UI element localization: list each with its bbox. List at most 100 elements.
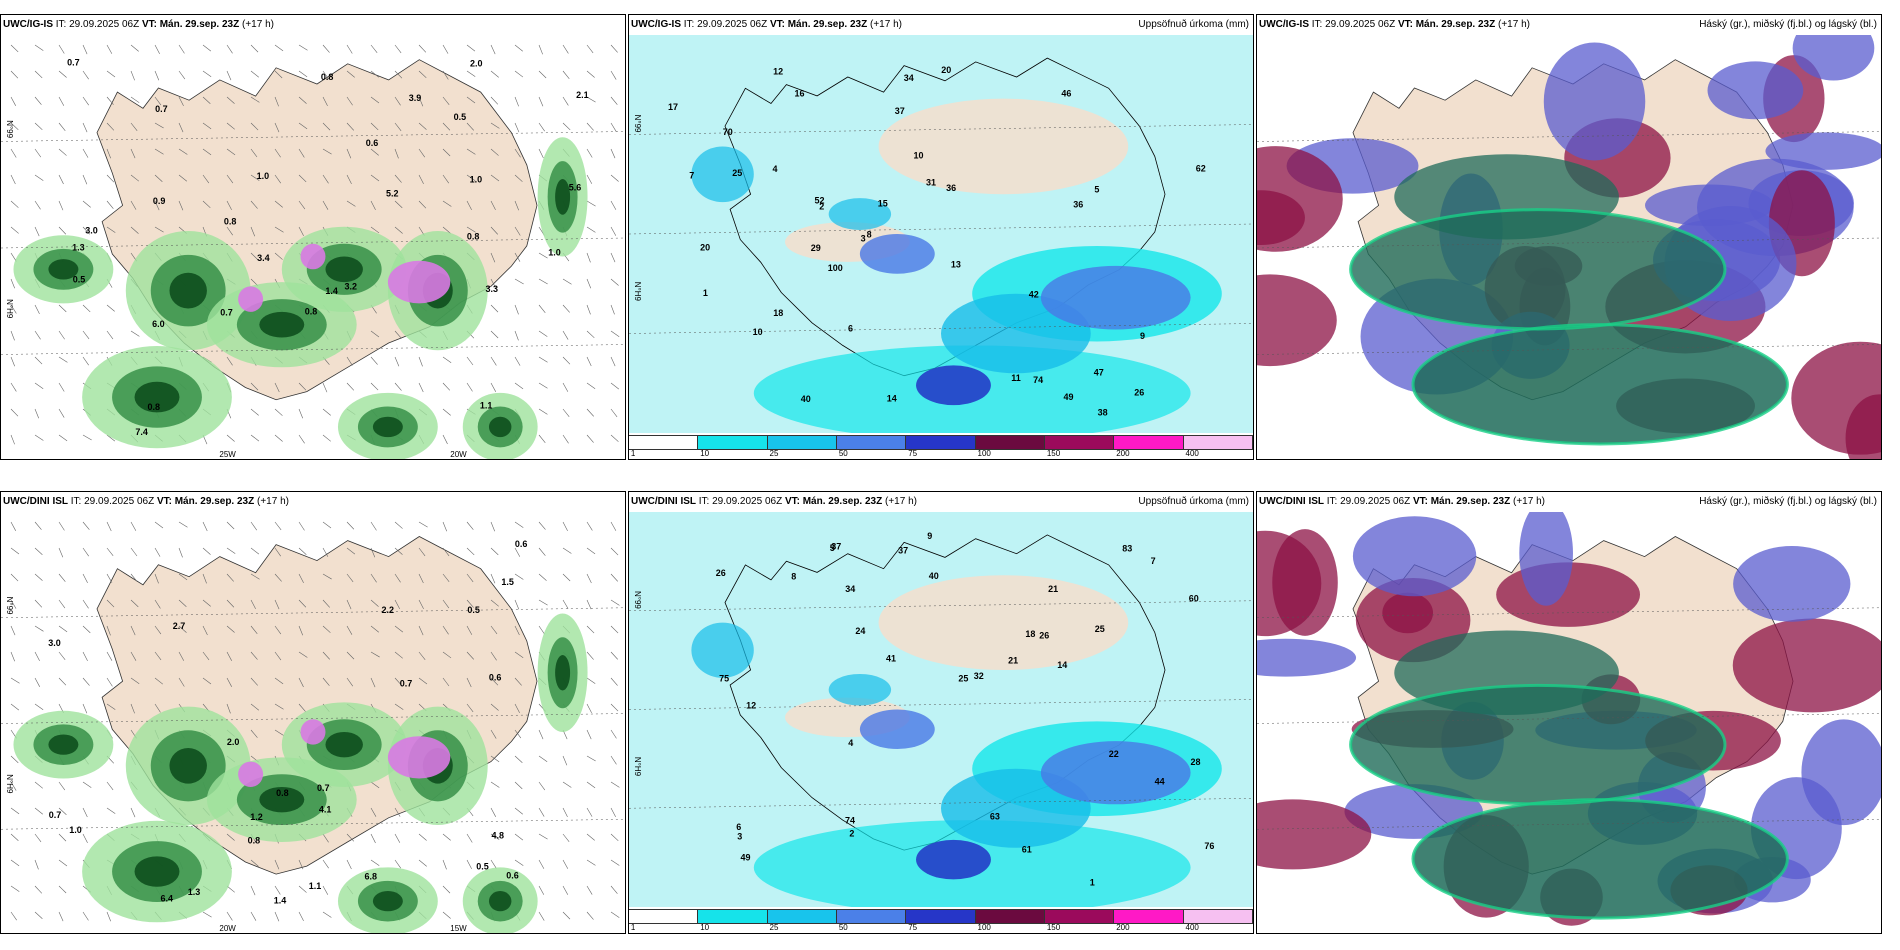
value-label: 2 [819, 201, 824, 211]
value-label: 5 [830, 543, 835, 553]
graticule-line [1, 131, 625, 142]
value-label: 6 [848, 324, 853, 334]
colorbar-tick: 25 [769, 449, 779, 458]
value-label: 2 [849, 829, 854, 839]
map-canvas[interactable]: 1011132016121415183637264642208103147257… [629, 35, 1253, 433]
value-label: 0.7 [317, 783, 330, 793]
value-label: 1.0 [548, 248, 561, 258]
colorbar-swatch [1044, 436, 1115, 449]
colorbar-tick: 100 [977, 449, 991, 458]
value-label: 0.7 [49, 810, 62, 820]
field-blob [259, 311, 305, 338]
value-label: 0.8 [276, 788, 289, 798]
field-blob [859, 709, 935, 749]
cloud-cover [1792, 35, 1875, 81]
colorbar-tick: 400 [1185, 923, 1199, 932]
panel-header: UWC/DINI ISL IT: 29.09.2025 06Z VT: Mán.… [1257, 492, 1881, 512]
low-cloud-edge [1411, 798, 1789, 920]
value-label: 20 [941, 65, 951, 75]
colorbar-tick: 50 [838, 923, 848, 932]
value-label: 0.8 [467, 231, 480, 241]
colorbar-swatch [1044, 910, 1115, 923]
field-title: Háský (gr.), miðský (fj.bl.) og lágský (… [1699, 496, 1877, 507]
cloud-cover [1707, 61, 1804, 120]
value-label: 8 [867, 230, 872, 240]
heavy-precip [387, 260, 451, 304]
field-blob [488, 891, 512, 912]
map-canvas[interactable] [1257, 512, 1881, 934]
cloud-cover [1845, 394, 1881, 459]
field-title: Uppsöfnuð úrkoma (mm) [1138, 496, 1249, 507]
precip-colorbar: 1 10 25 50 75 100 150 200 400 [629, 907, 1253, 933]
axis-label: N°99 [5, 120, 14, 138]
axis-label: 20W [450, 450, 467, 459]
value-label: 37 [831, 542, 841, 552]
colorbar-swatch [1183, 910, 1253, 923]
cloud-cover [1272, 529, 1338, 636]
map-canvas[interactable] [1257, 35, 1881, 460]
colorbar-swatch [975, 910, 1045, 923]
value-label: 5.2 [386, 189, 399, 199]
field-blob [691, 622, 754, 678]
value-label: 61 [1022, 845, 1032, 855]
field-blob [48, 259, 79, 280]
model-name: UWC/IG-IS [3, 19, 53, 30]
value-label: 75 [719, 674, 729, 684]
valid-time: VT: Mán. 29.sep. 23Z [1397, 19, 1496, 30]
value-label: 1.4 [325, 286, 338, 296]
panel-header: UWC/IG-IS IT: 29.09.2025 06Z VT: Mán. 29… [1257, 15, 1881, 35]
valid-time: VT: Mán. 29.sep. 23Z [141, 19, 240, 30]
graticule-line [629, 124, 1253, 135]
value-label: 15 [878, 199, 888, 209]
init-time: IT: 29.09.2025 06Z [70, 496, 157, 507]
value-label: 2.0 [470, 59, 483, 69]
valid-time: VT: Mán. 29.sep. 23Z [1412, 496, 1511, 507]
field-blob [48, 734, 79, 755]
value-label: 2.2 [382, 605, 395, 615]
colorbar-tick: 150 [1046, 449, 1061, 458]
value-label: 44 [1155, 776, 1165, 786]
value-label: 1.0 [257, 171, 270, 181]
field-blob [169, 272, 207, 309]
lead-time: (+17 h) [1513, 496, 1545, 507]
value-label: 1 [1090, 878, 1095, 888]
value-label: 74 [845, 816, 855, 826]
axis-label: 20W [219, 924, 236, 933]
value-label: 41 [886, 654, 896, 664]
value-label: 24 [855, 626, 865, 636]
value-label: 25 [958, 674, 968, 684]
graticule-line [629, 323, 1253, 334]
heavy-precip [387, 736, 451, 779]
value-label: 11 [1011, 373, 1021, 383]
value-label: 52 [815, 195, 825, 205]
model-name: UWC/DINI ISL [1259, 496, 1324, 507]
value-label: 4 [773, 164, 778, 174]
axis-label: 15W [450, 924, 467, 933]
colorbar-ticks: 1 10 25 50 75 100 150 200 400 [629, 448, 1253, 459]
value-label: 3.3 [486, 284, 499, 294]
value-label: 3.0 [48, 638, 61, 648]
graticule-line [1, 237, 625, 249]
value-label: 100 [828, 263, 843, 273]
value-label: 0.8 [248, 836, 261, 846]
value-label: 0.5 [467, 605, 480, 615]
axis-label: N°99 [5, 597, 14, 615]
valid-time: VT: Mán. 29.sep. 23Z [784, 496, 883, 507]
value-label: 38 [1098, 407, 1108, 417]
value-label: 4 [848, 738, 853, 748]
value-label: 1.3 [72, 243, 85, 253]
graticule-line [629, 798, 1253, 809]
field-blob [916, 365, 991, 406]
colorbar-swatch [698, 436, 768, 449]
low-cloud [1350, 209, 1725, 329]
precip-colorbar: 1 10 25 50 75 100 150 200 400 [629, 433, 1253, 459]
colorbar-tick: 75 [908, 923, 918, 932]
value-label: 0.5 [476, 861, 489, 871]
field-title: Uppsöfnuð úrkoma (mm) [1138, 19, 1249, 30]
colorbar-swatch [1114, 436, 1184, 449]
low-cloud-edge [1411, 323, 1789, 446]
map-canvas[interactable]: 0.6 0.5 0.6 0.7 1.0 3.0 1.5 0.8 1.4 0.7 2.7 1.2 0.5 4… [1, 512, 625, 934]
map-canvas[interactable]: 0.5 0.8 0.5 1.0 0.8 0.9 1.0 0.7 6.0 5.6 3.9 3.0 1.1 3… [1, 35, 625, 460]
value-label: 3.2 [345, 281, 358, 291]
